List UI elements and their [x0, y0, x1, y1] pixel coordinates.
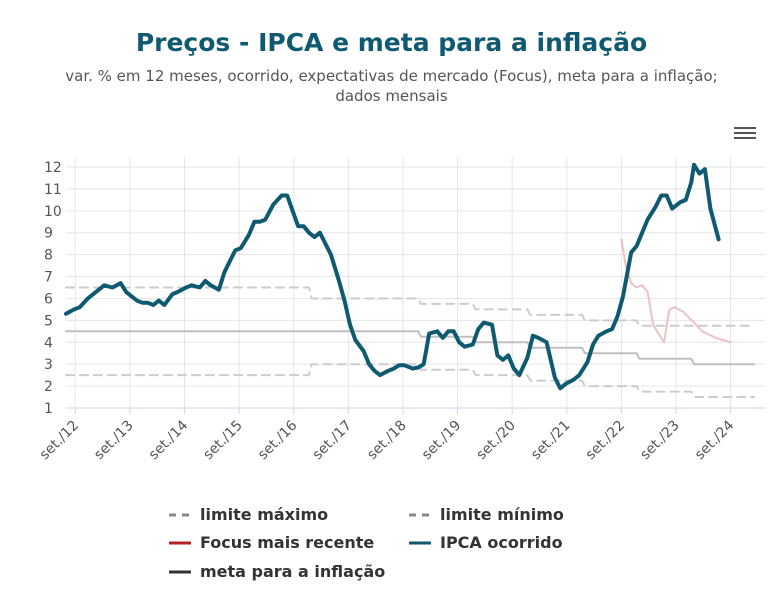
legend-label: meta para a inflação: [200, 562, 386, 581]
chart-subtitle: var. % em 12 meses, ocorrido, expectativ…: [10, 66, 773, 106]
chart-title: Preços - IPCA e meta para a inflação: [135, 28, 648, 57]
y-tick-label: 10: [44, 204, 62, 220]
x-tick-label: set./15: [200, 418, 246, 464]
legend-label: IPCA ocorrido: [440, 533, 563, 552]
x-tick-label: set./21: [528, 418, 574, 464]
series-line-ipca-ocorrido: [64, 162, 721, 391]
legend-symbol: [409, 541, 431, 544]
y-tick-label: 7: [44, 270, 53, 286]
hamburger-menu-icon[interactable]: [734, 124, 756, 142]
x-tick-label: set./17: [310, 418, 356, 464]
legend-item-limite-m-nimo[interactable]: limite mínimo: [408, 505, 564, 524]
legend-item-meta-para-a-infla-o[interactable]: meta para a inflação: [168, 562, 385, 581]
x-tick-label: set./22: [583, 418, 629, 464]
subtitle-line-1: var. % em 12 meses, ocorrido, expectativ…: [65, 67, 718, 85]
x-tick-label: set./16: [255, 417, 301, 463]
y-tick-label: 8: [44, 248, 53, 264]
y-tick-label: 5: [44, 313, 53, 329]
x-tick-label: set./12: [37, 418, 83, 464]
x-tick-label: set./23: [637, 418, 683, 464]
x-tick-label: set./19: [419, 418, 465, 464]
y-tick-label: 1: [44, 401, 53, 417]
y-tick-label: 3: [44, 357, 53, 373]
legend-item-limite-m-ximo[interactable]: limite máximo: [168, 505, 328, 524]
x-tick-label: set./24: [692, 417, 738, 463]
series-line-meta-para-a-infla-o: [65, 330, 756, 366]
legend-item-ipca-ocorrido[interactable]: IPCA ocorrido: [408, 533, 563, 552]
x-tick-label: set./20: [473, 418, 519, 464]
menu-bar: [734, 127, 756, 129]
legend-symbol: [409, 513, 431, 516]
y-tick-label: 9: [44, 226, 53, 242]
legend-label: limite máximo: [200, 505, 329, 524]
series-line-limite-m-ximo: [65, 286, 756, 327]
legend-label: Focus mais recente: [200, 533, 375, 552]
legend-item-focus-mais-recente[interactable]: Focus mais recente: [168, 533, 374, 552]
subtitle-line-2: dados mensais: [335, 87, 448, 105]
legend-label: limite mínimo: [440, 505, 564, 524]
menu-bar: [734, 137, 756, 139]
y-tick-label: 12: [44, 160, 62, 176]
y-tick-label: 6: [44, 291, 53, 307]
x-tick-label: set./18: [364, 418, 410, 464]
series-line-focus-mais-recente: [620, 238, 732, 344]
y-tick-label: 11: [44, 182, 62, 198]
legend-symbol: [169, 541, 191, 544]
legend-symbol: [169, 570, 191, 573]
menu-bar: [734, 132, 756, 134]
legend-symbol: [169, 513, 191, 516]
series-line-limite-m-nimo: [65, 363, 756, 398]
y-tick-label: 4: [44, 335, 53, 351]
x-tick-label: set./13: [91, 418, 137, 464]
x-tick-label: set./14: [146, 417, 192, 463]
y-tick-label: 2: [44, 379, 53, 395]
